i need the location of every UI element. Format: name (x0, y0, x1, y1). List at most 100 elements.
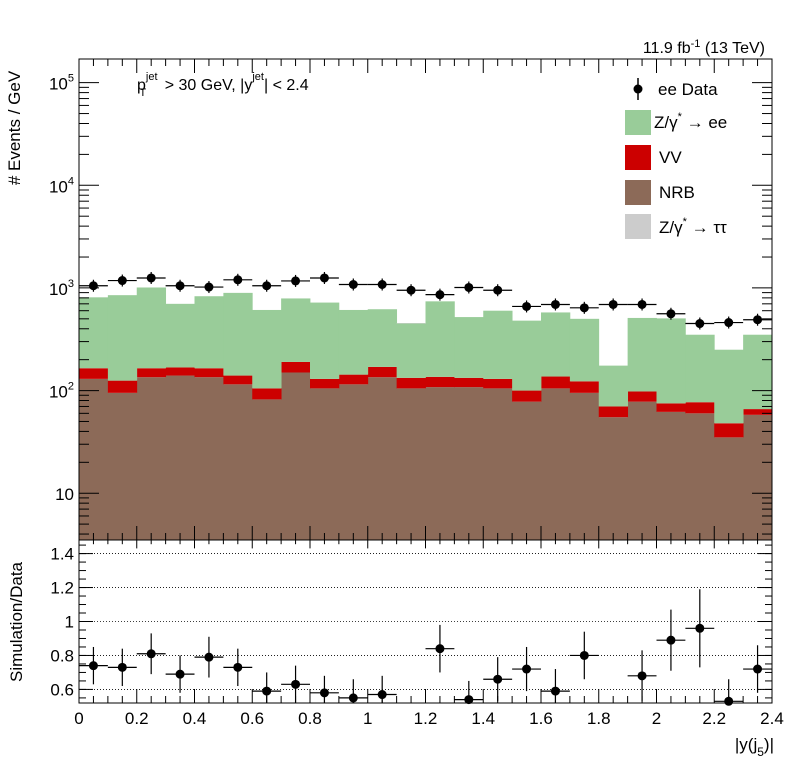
data-point (627, 298, 657, 311)
bar-nrb (627, 401, 657, 540)
bar-nrb (656, 411, 686, 540)
x-tick-label: 0.4 (183, 709, 207, 728)
bar-nrb (454, 387, 484, 540)
data-marker-icon (633, 84, 643, 94)
vv-swatch (625, 145, 651, 170)
bar-dy-ee (627, 317, 657, 392)
bar-vv (569, 381, 600, 393)
ratio-point (512, 646, 541, 692)
x-tick-label: 1.2 (414, 709, 438, 728)
main-y-tick-label: 105 (49, 73, 74, 94)
data-point (367, 278, 397, 291)
x-tick-label: 1.8 (587, 709, 611, 728)
data-point (136, 271, 166, 284)
legend: ee Data Z/γ* → ee VV NRB Z/γ* → ττ (625, 78, 727, 239)
data-points (79, 271, 772, 330)
ratio-y-axis: 0.6 0.8 1 1.2 1.4 (50, 545, 772, 699)
bar-nrb (569, 392, 600, 540)
ratio-point (79, 646, 108, 685)
ratio-point (367, 675, 397, 703)
ratio-points (79, 589, 772, 706)
main-y-tick-label: 10 (55, 485, 74, 504)
data-point (338, 278, 368, 291)
bar-dy-ee (338, 309, 369, 375)
legend-label-dy-ee: Z/γ* → ee (654, 111, 727, 132)
legend-item-data: ee Data (633, 78, 718, 100)
ratio-point (107, 648, 137, 687)
bar-dy-ee (685, 334, 715, 403)
x-tick-label: 0.2 (125, 709, 149, 728)
data-point (310, 271, 339, 284)
bar-nrb (107, 392, 138, 540)
data-point (281, 274, 310, 287)
x-tick-label: 0.8 (298, 709, 322, 728)
ratio-y-axis-title: Simulation/Data (7, 561, 26, 682)
bar-vv (425, 376, 455, 388)
bar-dy-ee (396, 323, 426, 378)
data-point (743, 313, 772, 326)
bar-nrb (425, 387, 455, 540)
bar-nrb (396, 388, 426, 540)
ratio-y-tick-label: 1.2 (50, 579, 74, 598)
data-point (541, 298, 570, 311)
bar-dy-ee (598, 365, 629, 407)
x-tick-label: 2 (652, 709, 661, 728)
bar-dy-ee (454, 317, 484, 378)
data-point (714, 316, 744, 329)
x-tick-label: 1.6 (529, 709, 553, 728)
x-tick-label: 1 (363, 709, 372, 728)
data-point (165, 279, 195, 292)
bar-nrb (598, 417, 629, 540)
ratio-point (425, 624, 455, 673)
x-tick-label: 1.4 (471, 709, 495, 728)
bar-dy-ee (194, 296, 224, 369)
bar-nrb (79, 378, 109, 540)
bar-dy-ee (310, 302, 340, 379)
bar-dy-ee (425, 301, 455, 377)
data-point (194, 281, 224, 294)
data-point (425, 288, 455, 301)
legend-label-vv: VV (659, 148, 682, 167)
lumi-label: 11.9 fb-1 (13 TeV) (643, 38, 765, 57)
data-point (685, 317, 715, 330)
bar-vv (79, 368, 109, 379)
main-y-tick-label: 102 (49, 381, 74, 402)
data-point (512, 300, 541, 313)
ratio-point (223, 648, 253, 687)
bar-dy-ee (483, 310, 513, 379)
bar-dy-ee (367, 309, 398, 367)
ratio-point (194, 636, 224, 678)
bar-vv (541, 376, 571, 389)
stack-histograms (79, 287, 773, 540)
bar-nrb (223, 384, 253, 540)
bar-vv (512, 390, 542, 402)
cut-label: pjet T > 30 GeV, |yjet| < 2.4 (137, 71, 309, 99)
data-point (569, 301, 599, 314)
bar-vv (396, 377, 426, 389)
bar-vv (281, 361, 311, 373)
bar-dy-ee (223, 292, 253, 376)
bar-vv (136, 368, 167, 378)
ratio-y-tick-label: 1.4 (50, 545, 74, 564)
data-point (252, 279, 282, 292)
bar-dy-ee (136, 287, 167, 369)
ratio-point (656, 609, 686, 671)
ratio-y-tick-label: 0.8 (50, 646, 74, 665)
main-y-axis: 10 102 103 104 105 (49, 73, 772, 535)
bar-vv (627, 391, 657, 402)
bar-dy-ee (541, 312, 571, 377)
main-x-ticks (78, 59, 773, 540)
ratio-point (743, 645, 772, 693)
main-y-axis-title: # Events / GeV (5, 70, 24, 185)
data-point (223, 273, 253, 286)
bar-nrb (512, 401, 542, 540)
main-y-tick-label: 104 (49, 175, 74, 196)
ratio-y-tick-label: 1 (65, 613, 74, 632)
x-axis-title: |y(j5)| (735, 735, 774, 759)
x-tick-label: 2.4 (760, 709, 784, 728)
bar-dy-ee (569, 318, 600, 382)
bar-vv (454, 377, 484, 388)
bar-vv (223, 375, 253, 385)
bar-nrb (136, 377, 167, 540)
